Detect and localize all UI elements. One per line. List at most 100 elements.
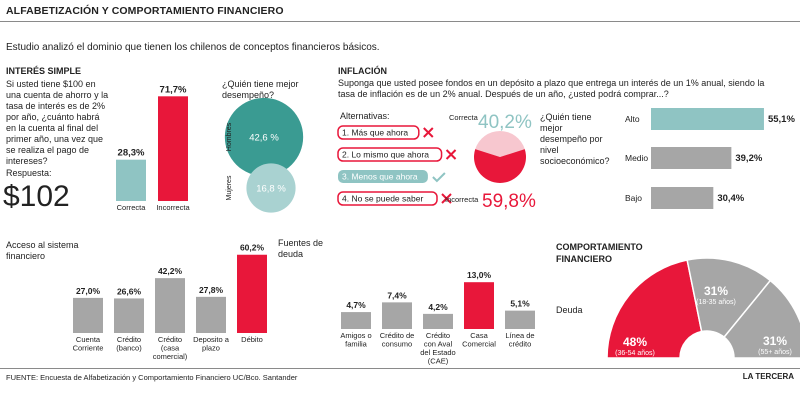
access-bar-4: [237, 254, 267, 333]
ses-bar-label-0: 55,1%: [768, 114, 795, 125]
footer-rule: [0, 368, 800, 369]
bar-label-interes-1: 71,7%: [160, 84, 187, 95]
bar-interes-1: [158, 96, 188, 201]
alternative-label-4: 4. No se puede saber: [342, 194, 423, 204]
debt-source-bar-1: [382, 302, 412, 329]
alternative-label-3: 3. Menos que ahora: [342, 172, 418, 182]
debt-source-label-4: 5,1%: [510, 299, 530, 309]
debt-age-chart: 48%(36-54 años)31%(18-35 años)31%(55+ añ…: [606, 257, 800, 359]
debt-source-category-4: Línea de crédito: [505, 331, 534, 349]
access-chart: 27,0% Cuenta Corriente 26,6% Crédito (banco) 4…: [73, 243, 267, 361]
answer-value: $102: [3, 180, 70, 213]
bubble-category-0: Hombres: [226, 122, 233, 151]
ses-category-1: Medio: [625, 153, 648, 163]
debt-source-category-3: Casa Comercial: [462, 331, 496, 349]
debt-slice-label-2: 31%: [763, 334, 787, 348]
alternative-box-4: [337, 191, 438, 206]
page-title: ALFABETIZACIÓN Y COMPORTAMIENTO FINANCIE…: [6, 5, 284, 17]
debt-source-label-1: 7,4%: [387, 290, 407, 300]
debt-source-label-3: 13,0%: [467, 270, 492, 280]
access-bar-2: [155, 278, 185, 333]
debt-sources-label: Fuentes de deuda: [278, 238, 324, 259]
ses-chart: 55,1% Alto 39,2% Medio 30,4% Bajo: [625, 108, 795, 209]
bar-category-interes-1: Incorrecta: [156, 203, 190, 212]
ses-bar-label-1: 39,2%: [735, 153, 762, 164]
ses-question: ¿Quién tiene mejor desempeño por nivel s…: [540, 112, 610, 166]
access-bar-0: [73, 297, 103, 333]
check-icon: [432, 172, 446, 183]
ses-bar-1: [651, 147, 732, 169]
debt-slice-sublabel-1: (18-35 años): [696, 299, 736, 306]
access-category-1: Crédito (banco): [116, 335, 142, 353]
debt-slice-0: [606, 259, 703, 359]
debt-source-bar-2: [423, 313, 453, 329]
bubble-label-0: 42,6 %: [249, 133, 279, 144]
access-bar-label-4: 60,2%: [240, 243, 265, 253]
ses-category-2: Bajo: [625, 193, 642, 203]
alternatives-label: Alternativas:: [340, 111, 390, 121]
inflacion-title: INFLACIÓN: [338, 66, 387, 76]
ses-bar-label-2: 30,4%: [717, 193, 744, 204]
cross-icon: [445, 149, 457, 160]
alternative-box-2: [337, 147, 443, 162]
access-category-4: Débito: [241, 335, 263, 344]
inflation-slice-0: [475, 130, 525, 157]
ses-bar-0: [651, 108, 764, 130]
gender-chart: 42,6 % Hombres 16,8 % Mujeres: [224, 97, 304, 213]
ses-bar-2: [651, 187, 714, 209]
debt-source-label-2: 4,2%: [428, 302, 448, 312]
access-bar-label-1: 26,6%: [117, 286, 142, 296]
interes-chart: 28,3% Correcta 71,7% Incorrecta: [116, 84, 190, 212]
debt-source-category-1: Crédito de consumo: [380, 331, 415, 349]
inflation-slice-1: [474, 149, 526, 183]
debt-slice-label-0: 48%: [623, 335, 647, 349]
access-bar-label-2: 42,2%: [158, 266, 183, 276]
interes-title: INTERÉS SIMPLE: [6, 66, 82, 76]
inflation-cat-1: Incorrecta: [445, 195, 479, 204]
ses-category-0: Alto: [625, 114, 640, 124]
bar-interes-0: [116, 159, 146, 201]
debt-slice-1: [686, 257, 772, 339]
behavior-title: COMPORTAMIENTO FINANCIERO: [556, 242, 643, 264]
source-note: FUENTE: Encuesta de Alfabetización y Com…: [6, 373, 298, 382]
access-category-0: Cuenta Corriente: [73, 335, 104, 353]
debt-slice-label-1: 31%: [704, 284, 728, 298]
access-category-3: Deposito a plazo: [193, 335, 230, 353]
bar-label-interes-0: 28,3%: [118, 148, 145, 159]
inflation-cat-0: Correcta: [449, 113, 479, 122]
access-bar-3: [196, 296, 226, 333]
header-rule: [0, 21, 800, 22]
debt-slice-2: [723, 279, 800, 359]
debt-label: Deuda: [556, 305, 583, 315]
answer-label: Respuesta:: [6, 168, 52, 178]
cross-icon: [441, 193, 452, 204]
bubble-category-1: Mujeres: [226, 175, 233, 200]
bubble-mujeres: [246, 163, 296, 213]
debt-source-bar-4: [505, 310, 535, 329]
access-label: Acceso al sistema financiero: [6, 240, 79, 261]
inflacion-question: Suponga que usted posee fondos en un dep…: [338, 78, 765, 99]
bar-category-interes-0: Correcta: [117, 203, 147, 212]
interes-question: Si usted tiene $100 en una cuenta de aho…: [6, 79, 109, 166]
alternative-box-3: [338, 170, 428, 183]
inflation-val-1: 59,8%: [482, 191, 536, 212]
access-category-2: Crédito (casa comercial): [153, 335, 188, 361]
bubble-label-1: 16,8 %: [256, 184, 286, 195]
debt-source-category-0: Amigos o familia: [340, 331, 371, 349]
alternative-label-1: 1. Más que ahora: [342, 128, 408, 138]
debt-source-bar-0: [341, 312, 371, 329]
inflation-val-0: 40,2%: [478, 112, 532, 133]
access-bar-1: [114, 298, 144, 333]
access-bar-label-3: 27,8%: [199, 285, 224, 295]
bubble-hombres: [224, 97, 304, 177]
debt-sources-chart: 4,7% Amigos o familia 7,4% Crédito de consumo…: [340, 270, 535, 366]
alternative-box-1: [337, 125, 420, 140]
alternative-label-2: 2. Lo mismo que ahora: [342, 150, 429, 160]
cross-icon: [423, 127, 434, 138]
debt-source-bar-3: [464, 282, 494, 329]
gender-question: ¿Quién tiene mejor desempeño?: [222, 79, 299, 100]
debt-source-category-2: Crédito con Aval del Estado (CAE): [420, 331, 455, 366]
inflation-chart: 1. Más que ahora 2. Lo mismo que ahora 3. …: [337, 112, 536, 212]
page-subtitle: Estudio analizó el dominio que tienen lo…: [6, 42, 380, 53]
debt-slice-sublabel-2: (55+ años): [758, 349, 792, 356]
